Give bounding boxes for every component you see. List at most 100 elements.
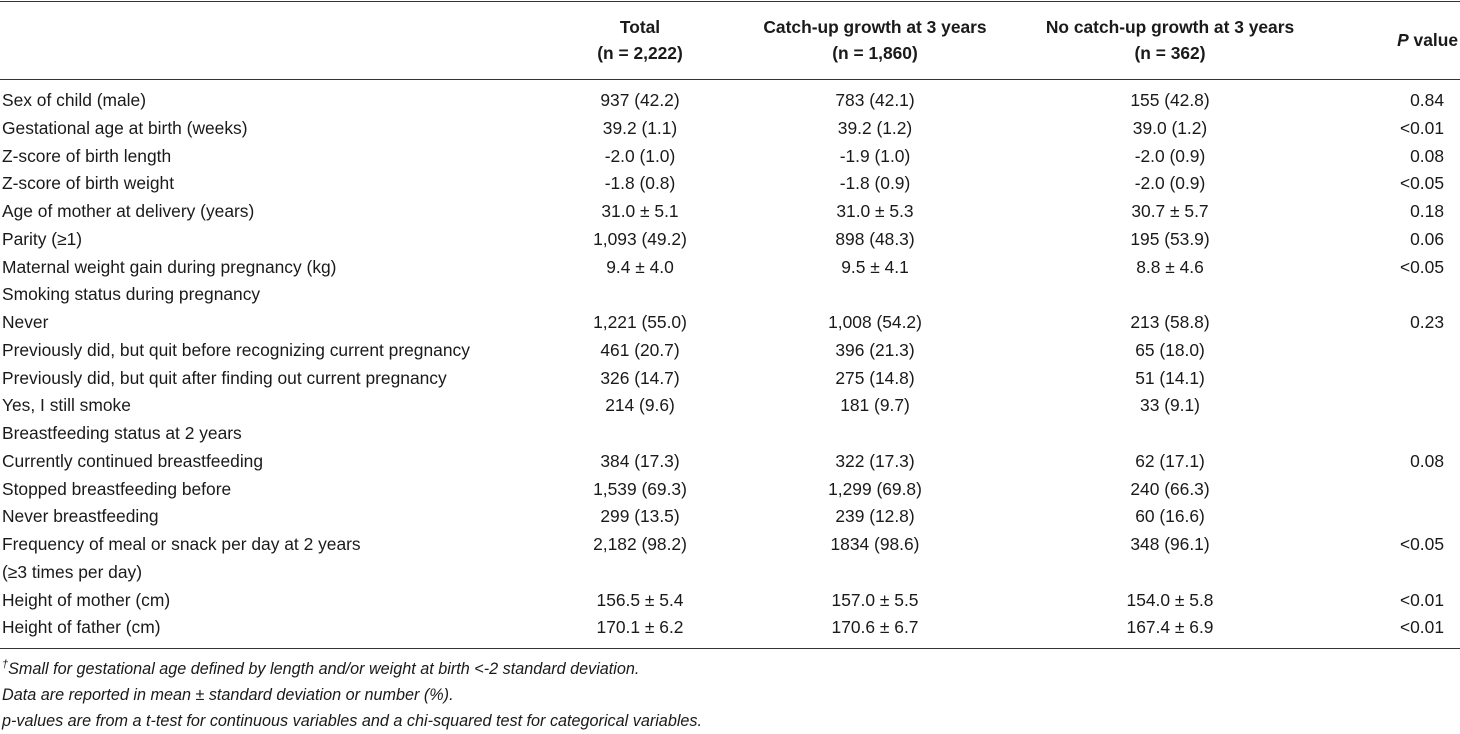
cell-catchup: 39.2 (1.2) [837, 117, 913, 138]
row-label: Breastfeeding status at 2 years [2, 423, 242, 443]
cell-catchup: 1834 (98.6) [830, 534, 920, 554]
cell-nocatchup: -2.0 (0.9) [1134, 145, 1206, 166]
row-label: Z-score of birth length [2, 145, 172, 166]
row-label: (≥3 times per day) [2, 561, 143, 582]
row-label: Never breastfeeding [2, 506, 159, 527]
table-row: Height of father (cm) 170.1 ± 6.2 170.6 ± … [0, 614, 1460, 642]
table-row: Stopped breastfeeding before 1,539 (69.3)… [0, 476, 1460, 504]
bottom-rule [0, 648, 1460, 649]
cell-total: 384 (17.3) [600, 450, 680, 471]
cell-total: 1,093 (49.2) [593, 228, 687, 249]
cell-nocatchup: 39.0 (1.2) [1132, 117, 1208, 138]
cell-pvalue: <0.01 [1399, 589, 1444, 610]
header-total-n: (n = 2,222) [597, 42, 683, 63]
table-row: Gestational age at birth (weeks) 39.2 (1.… [0, 115, 1460, 143]
row-label: Frequency of meal or snack per day at 2 … [2, 534, 361, 554]
cell-total [540, 281, 740, 309]
cell-catchup: -1.8 (0.9) [839, 173, 911, 194]
top-rule [0, 1, 1460, 2]
cell-pvalue: <0.05 [1399, 173, 1444, 194]
header-nocatchup-n: (n = 362) [1134, 42, 1206, 63]
cell-catchup: 783 (42.1) [835, 90, 915, 110]
footnote-pvalues: p-values are from a t-test for continuou… [2, 712, 703, 730]
cell-total: -2.0 (1.0) [604, 145, 676, 166]
header-p-rest: value [1408, 29, 1458, 50]
row-label: Previously did, but quit before recogniz… [2, 339, 470, 360]
cell-nocatchup: 30.7 ± 5.7 [1131, 201, 1209, 221]
cell-pvalue: 0.84 [1410, 90, 1444, 110]
header-variable [0, 0, 540, 79]
cell-catchup: 1,299 (69.8) [828, 478, 922, 499]
cell-nocatchup: 8.8 ± 4.6 [1136, 256, 1204, 277]
row-label: Gestational age at birth (weeks) [2, 117, 248, 138]
header-pvalue: P value [1330, 0, 1460, 79]
cell-pvalue: 0.08 [1410, 450, 1444, 471]
row-label: Maternal weight gain during pregnancy (k… [2, 256, 337, 277]
cell-catchup: 239 (12.8) [835, 506, 915, 527]
header-row: Total (n = 2,222) Catch-up growth at 3 y… [0, 0, 1460, 79]
cell-nocatchup [1010, 559, 1330, 587]
row-label: Yes, I still smoke [2, 395, 131, 416]
cell-catchup: 31.0 ± 5.3 [836, 201, 914, 221]
table-row: Z-score of birth length -2.0 (1.0) -1.9 (1… [0, 143, 1460, 171]
table-row: Currently continued breastfeeding 384 (17… [0, 448, 1460, 476]
table-row: Previously did, but quit before recogniz… [0, 337, 1460, 365]
cell-pvalue [1330, 365, 1460, 393]
cell-total: 2,182 (98.2) [593, 534, 687, 554]
cell-nocatchup: -2.0 (0.9) [1134, 173, 1206, 194]
table-row: Z-score of birth weight -1.8 (0.8) -1.8 (0… [0, 170, 1460, 198]
cell-catchup: 181 (9.7) [840, 395, 910, 416]
table-row: Yes, I still smoke 214 (9.6) 181 (9.7) 33 (… [0, 392, 1460, 420]
cell-total: -1.8 (0.8) [604, 173, 676, 194]
cell-nocatchup [1010, 281, 1330, 309]
cell-nocatchup: 33 (9.1) [1140, 395, 1200, 416]
header-p-italic: P [1397, 29, 1409, 50]
table-row: (≥3 times per day) [0, 559, 1460, 587]
row-label: Height of father (cm) [2, 617, 161, 638]
cell-total: 9.4 ± 4.0 [606, 256, 674, 277]
cell-pvalue [1330, 420, 1460, 448]
table-row: Age of mother at delivery (years) 31.0 ± … [0, 198, 1460, 226]
cell-catchup: 322 (17.3) [835, 450, 915, 471]
table-row: Breastfeeding status at 2 years [0, 420, 1460, 448]
cell-pvalue: <0.01 [1399, 617, 1444, 638]
row-label: Height of mother (cm) [2, 589, 171, 610]
cell-total: 39.2 (1.1) [602, 117, 678, 138]
cell-catchup: 396 (21.3) [835, 339, 915, 360]
cell-total: 326 (14.7) [600, 367, 680, 388]
cell-catchup: 275 (14.8) [835, 367, 915, 388]
cell-pvalue [1330, 559, 1460, 587]
cell-nocatchup: 65 (18.0) [1135, 339, 1205, 360]
footnote-sga: †Small for gestational age defined by le… [2, 656, 702, 682]
table-row: Never breastfeeding 299 (13.5) 239 (12.8) 6… [0, 503, 1460, 531]
cell-pvalue [1330, 281, 1460, 309]
cell-pvalue [1330, 337, 1460, 365]
cell-nocatchup: 155 (42.8) [1130, 90, 1210, 110]
cell-pvalue: <0.05 [1399, 256, 1444, 277]
cell-pvalue: 0.18 [1410, 201, 1444, 221]
cell-total [540, 559, 740, 587]
header-nocatchup: No catch-up growth at 3 years (n = 362) [1010, 0, 1330, 79]
row-label: Age of mother at delivery (years) [2, 201, 255, 221]
header-catchup: Catch-up growth at 3 years (n = 1,860) [740, 0, 1010, 79]
cell-total: 1,221 (55.0) [593, 312, 687, 332]
header-catchup-label: Catch-up growth at 3 years [763, 16, 987, 37]
table-row: Previously did, but quit after finding o… [0, 365, 1460, 393]
table-row: Maternal weight gain during pregnancy (k… [0, 254, 1460, 282]
cell-catchup [740, 559, 1010, 587]
cell-total: 31.0 ± 5.1 [601, 201, 679, 221]
dagger-mark: † [2, 658, 9, 671]
footnote-sga-text: Small for gestational age defined by len… [8, 660, 640, 678]
cell-catchup [740, 281, 1010, 309]
cell-nocatchup: 240 (66.3) [1130, 478, 1210, 499]
header-nocatchup-label: No catch-up growth at 3 years [1045, 16, 1295, 37]
cell-nocatchup: 62 (17.1) [1135, 450, 1205, 471]
row-label: Z-score of birth weight [2, 173, 175, 194]
table-body: Sex of child (male) 937 (42.2) 783 (42.1) 1… [0, 79, 1460, 642]
cell-pvalue: <0.05 [1399, 534, 1444, 554]
table-row: Parity (≥1) 1,093 (49.2) 898 (48.3) 195 (53… [0, 226, 1460, 254]
table-row: Never 1,221 (55.0) 1,008 (54.2) 213 (58.8) 0… [0, 309, 1460, 337]
cell-total: 461 (20.7) [600, 339, 680, 360]
cell-nocatchup: 154.0 ± 5.8 [1126, 589, 1214, 610]
